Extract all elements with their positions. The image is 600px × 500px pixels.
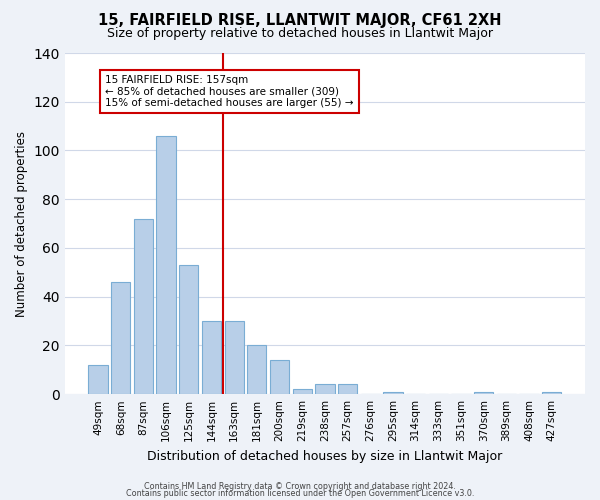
- Bar: [134, 218, 153, 394]
- Y-axis label: Number of detached properties: Number of detached properties: [15, 130, 28, 316]
- X-axis label: Distribution of detached houses by size in Llantwit Major: Distribution of detached houses by size …: [147, 450, 503, 462]
- Bar: [111, 282, 130, 394]
- Bar: [315, 384, 335, 394]
- Text: Contains HM Land Registry data © Crown copyright and database right 2024.: Contains HM Land Registry data © Crown c…: [144, 482, 456, 491]
- Text: 15, FAIRFIELD RISE, LLANTWIT MAJOR, CF61 2XH: 15, FAIRFIELD RISE, LLANTWIT MAJOR, CF61…: [98, 12, 502, 28]
- Bar: [247, 346, 266, 394]
- Bar: [88, 365, 108, 394]
- Bar: [542, 392, 562, 394]
- Bar: [338, 384, 357, 394]
- Text: Contains public sector information licensed under the Open Government Licence v3: Contains public sector information licen…: [126, 489, 474, 498]
- Text: Size of property relative to detached houses in Llantwit Major: Size of property relative to detached ho…: [107, 28, 493, 40]
- Bar: [383, 392, 403, 394]
- Bar: [270, 360, 289, 394]
- Bar: [157, 136, 176, 394]
- Bar: [202, 321, 221, 394]
- Text: 15 FAIRFIELD RISE: 157sqm
← 85% of detached houses are smaller (309)
15% of semi: 15 FAIRFIELD RISE: 157sqm ← 85% of detac…: [105, 75, 353, 108]
- Bar: [224, 321, 244, 394]
- Bar: [179, 265, 199, 394]
- Bar: [474, 392, 493, 394]
- Bar: [293, 390, 312, 394]
